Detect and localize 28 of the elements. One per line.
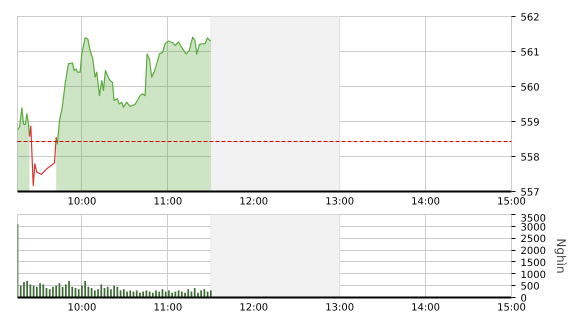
line-series bbox=[28, 125, 57, 186]
x-tick-label: 11:00 bbox=[153, 196, 182, 208]
x-tick-label: 14:00 bbox=[411, 196, 440, 208]
x-tick-label: 13:00 bbox=[325, 196, 354, 208]
x-tick-label: 10:00 bbox=[68, 302, 96, 314]
x-tick-label: 14:00 bbox=[411, 302, 440, 314]
x-tick-label: 10:00 bbox=[68, 196, 96, 208]
y-tick-label: 559 bbox=[520, 118, 540, 128]
y-tick-label: 560 bbox=[520, 82, 540, 94]
x-tick-label: 11:00 bbox=[153, 302, 182, 314]
y-tick-label: 0 bbox=[520, 294, 527, 304]
x-tick-label: 15:00 bbox=[497, 196, 526, 208]
y-tick-label: 3000 bbox=[520, 222, 546, 234]
y-tick-label: 3500 bbox=[520, 214, 546, 224]
x-tick-label: 12:00 bbox=[239, 302, 268, 314]
y-axis-title: Nghìn bbox=[554, 238, 568, 274]
x-tick-label: 15:00 bbox=[497, 302, 526, 314]
y-tick-label: 558 bbox=[520, 152, 540, 164]
y-tick-label: 1000 bbox=[520, 270, 546, 281]
y-tick-label: 561 bbox=[520, 48, 540, 58]
y-tick-label: 557 bbox=[520, 188, 540, 198]
y-tick-label: 500 bbox=[520, 282, 540, 293]
x-tick-label: 12:00 bbox=[239, 196, 268, 208]
y-tick-label: 1500 bbox=[520, 258, 546, 269]
y-tick-label: 562 bbox=[520, 12, 540, 24]
y-tick-label: 2500 bbox=[520, 234, 546, 246]
x-tick-label: 13:00 bbox=[325, 302, 354, 314]
y-tick-label: 2000 bbox=[520, 246, 546, 258]
